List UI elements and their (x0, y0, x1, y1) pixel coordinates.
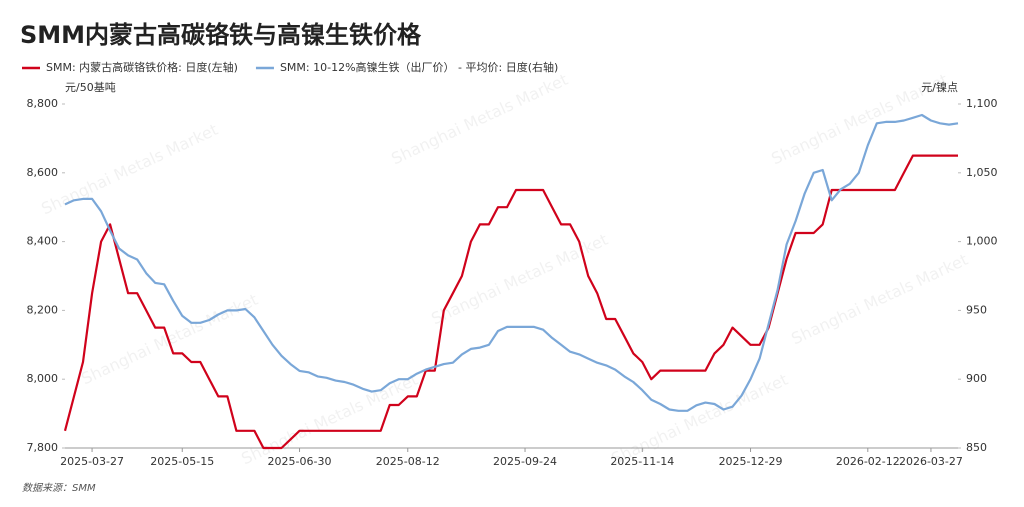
y-tick-label: 8,400 (27, 235, 59, 248)
x-tick-label: 2025-09-24 (493, 455, 557, 468)
series-line (63, 154, 958, 450)
y2-tick-label: 850 (966, 441, 987, 454)
series-line (64, 113, 959, 412)
x-tick-label: 2025-03-27 (60, 455, 124, 468)
watermark: Shanghai Metals Market (78, 290, 260, 389)
chart-title: SMM内蒙古高碳铬铁与高镍生铁价格 (20, 21, 422, 49)
y-tick-label: 8,600 (27, 166, 59, 179)
x-tick-label: 2025-08-12 (376, 455, 440, 468)
legend-label: SMM: 10-12%高镍生铁（出厂价） - 平均价: 日度(右轴) (280, 60, 558, 74)
watermark: Shanghai Metals Market (768, 70, 950, 169)
y2-axis-unit: 元/镍点 (921, 80, 958, 94)
y2-tick-label: 950 (966, 303, 987, 316)
x-tick-label: 2025-11-14 (610, 455, 674, 468)
watermark: Shanghai Metals Market (388, 70, 570, 169)
y-tick-label: 8,800 (27, 97, 59, 110)
x-tick-label: 2026-03-27 (899, 455, 963, 468)
watermark: Shanghai Metals Market (788, 250, 970, 349)
x-tick-label: 2025-12-29 (719, 455, 783, 468)
y2-tick-label: 900 (966, 372, 987, 385)
y-axis-unit: 元/50基吨 (65, 81, 116, 94)
x-tick-label: 2026-02-12 (836, 455, 900, 468)
y2-tick-label: 1,000 (966, 235, 998, 248)
watermark: Shanghai Metals Market (238, 370, 420, 469)
y2-tick-label: 1,050 (966, 166, 998, 179)
source: 数据来源：SMM (22, 482, 96, 494)
y-tick-label: 8,000 (27, 372, 59, 385)
watermark: Shanghai Metals Market (428, 230, 610, 329)
legend-label: SMM: 内蒙古高碳铬铁价格: 日度(左轴) (46, 60, 238, 74)
y-tick-label: 7,800 (27, 441, 59, 454)
x-tick-label: 2025-05-15 (150, 455, 214, 468)
y2-tick-label: 1,100 (966, 97, 998, 110)
x-tick-label: 2025-06-30 (268, 455, 332, 468)
y-tick-label: 8,200 (27, 303, 59, 316)
